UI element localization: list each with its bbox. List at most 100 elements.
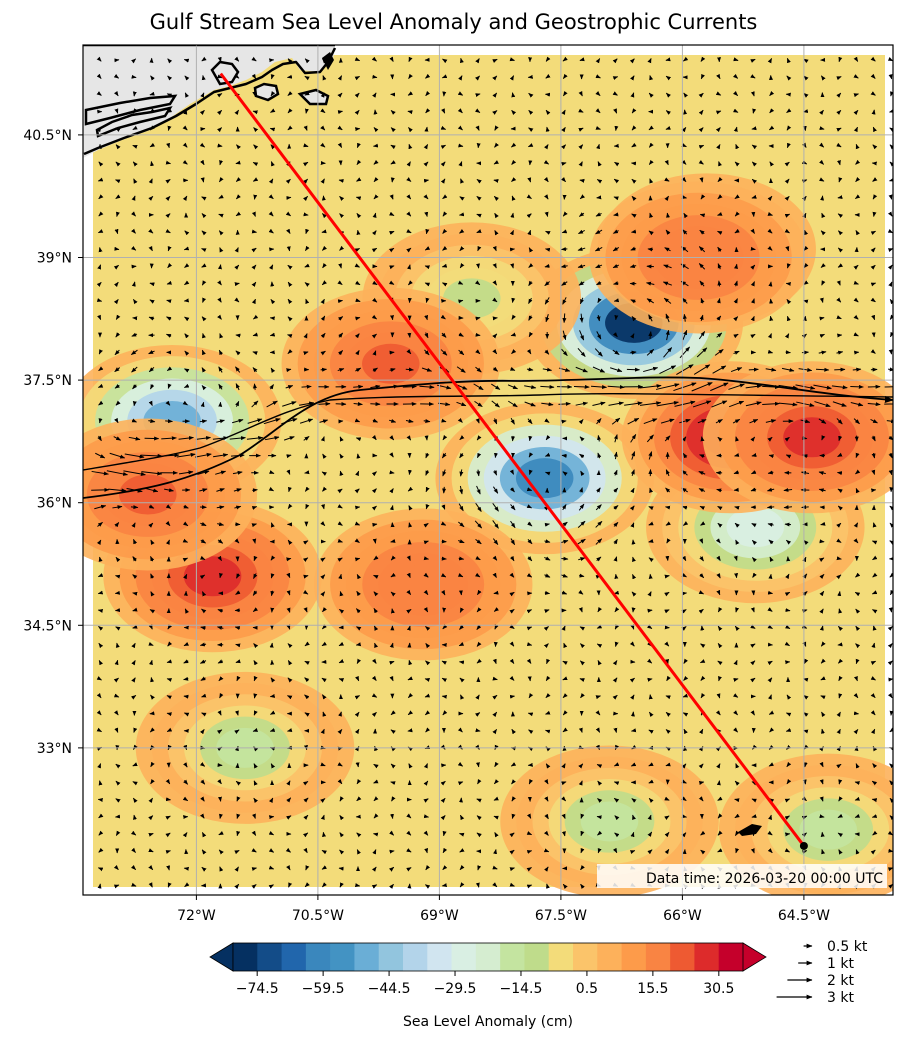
current-arrow	[113, 884, 120, 889]
current-arrow	[269, 728, 276, 732]
current-arrow	[96, 710, 102, 716]
colorbar-extend-high	[742, 942, 767, 972]
current-arrow	[234, 866, 239, 872]
current-arrow	[97, 264, 102, 270]
current-arrow	[251, 848, 257, 853]
current-arrow	[217, 264, 222, 270]
current-arrow	[252, 488, 258, 493]
current-arrow	[202, 297, 207, 303]
current-arrow	[219, 813, 223, 820]
current-arrow	[149, 142, 155, 148]
current-arrow	[303, 333, 308, 339]
current-arrow	[630, 728, 637, 733]
current-arrow	[287, 334, 293, 338]
colorbar-tick-label: 15.5	[637, 981, 668, 997]
current-arrow	[236, 796, 241, 802]
colorbar-tick-label: −74.5	[236, 981, 279, 997]
current-arrow	[286, 797, 292, 803]
current-arrow	[218, 213, 224, 218]
current-arrow	[218, 194, 224, 199]
current-arrow	[130, 505, 139, 510]
current-arrow	[748, 367, 759, 372]
current-arrow	[145, 487, 159, 493]
current-arrow	[217, 280, 222, 286]
current-arrow	[167, 75, 173, 81]
current-arrow	[165, 521, 171, 527]
current-arrow	[560, 247, 568, 252]
current-arrow	[252, 332, 258, 337]
current-arrow	[195, 452, 212, 458]
current-arrow	[201, 56, 207, 62]
current-arrow	[98, 211, 104, 217]
current-arrow	[178, 470, 194, 475]
current-arrow	[270, 91, 276, 97]
current-arrow	[95, 452, 106, 459]
current-arrow	[115, 179, 121, 184]
current-arrow	[217, 314, 222, 320]
current-arrow	[184, 368, 190, 373]
current-arrow	[94, 504, 107, 510]
current-arrow	[201, 693, 207, 698]
colorbar-swatch	[524, 943, 550, 971]
current-arrow	[200, 539, 207, 544]
current-arrow	[768, 573, 773, 580]
colorbar-swatch	[670, 943, 695, 971]
current-arrow	[200, 779, 206, 785]
lon-tick-label: 72°W	[177, 908, 216, 924]
current-arrow	[167, 125, 172, 131]
current-arrow	[304, 660, 310, 665]
current-arrow	[338, 179, 344, 183]
current-arrow	[234, 264, 240, 270]
current-arrow	[182, 538, 189, 543]
current-arrow	[251, 56, 257, 62]
current-arrow	[106, 470, 129, 476]
lat-tick-label: 39°N	[37, 251, 72, 267]
current-arrow	[286, 368, 292, 373]
current-arrow	[785, 608, 791, 613]
current-arrow	[148, 659, 153, 666]
current-arrow	[802, 779, 807, 785]
current-arrow	[253, 573, 258, 580]
colorbar-swatch	[475, 943, 501, 971]
current-arrow	[286, 607, 291, 613]
current-arrow	[372, 522, 378, 527]
current-arrow	[166, 299, 172, 304]
current-arrow	[266, 400, 278, 408]
current-arrow	[132, 762, 138, 767]
current-arrow	[270, 590, 275, 597]
current-arrow	[113, 865, 119, 871]
current-arrow	[253, 144, 259, 150]
colorbar-tick-label: −14.5	[500, 981, 543, 997]
current-arrow	[148, 882, 153, 888]
current-arrow	[97, 867, 104, 872]
current-arrow	[183, 504, 189, 509]
current-arrow	[150, 591, 155, 597]
current-arrow	[183, 762, 188, 768]
current-arrow	[98, 830, 104, 836]
current-arrow	[251, 247, 257, 253]
current-arrow	[320, 332, 326, 339]
current-arrow	[320, 521, 326, 527]
current-arrow	[217, 522, 225, 527]
current-arrow	[356, 229, 361, 236]
lat-tick-label: 34.5°N	[23, 618, 72, 634]
current-arrow	[216, 505, 225, 510]
current-arrow	[286, 557, 292, 562]
current-arrow	[355, 762, 360, 768]
current-arrow	[235, 400, 240, 407]
current-arrow	[389, 813, 394, 820]
current-arrow	[217, 297, 222, 303]
current-arrow	[287, 728, 293, 732]
current-arrow	[321, 471, 327, 476]
current-arrow	[200, 159, 205, 166]
current-arrow	[560, 556, 569, 561]
current-arrow	[303, 607, 308, 613]
current-arrow	[647, 247, 653, 252]
current-arrow	[148, 228, 154, 234]
current-arrow	[91, 470, 109, 476]
current-arrow	[166, 659, 172, 664]
current-arrow	[182, 125, 188, 131]
current-arrow	[201, 74, 206, 81]
current-arrow	[287, 643, 293, 649]
current-arrow	[218, 366, 223, 373]
